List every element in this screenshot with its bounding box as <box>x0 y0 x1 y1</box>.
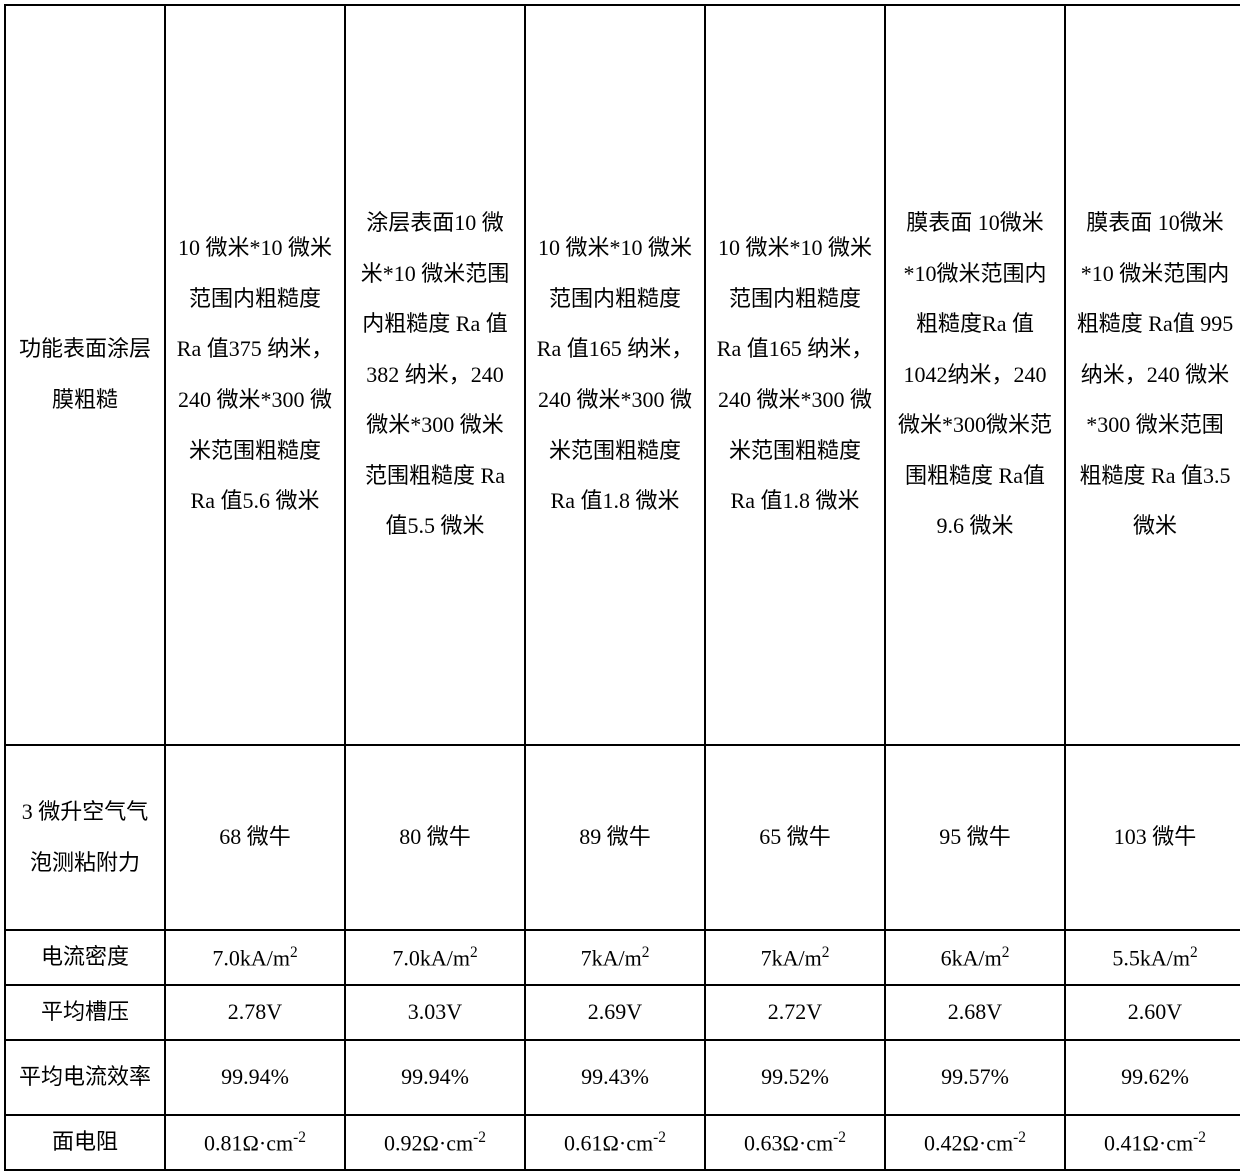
cell-avg-voltage-3: 2.72V <box>705 985 885 1040</box>
cell-avg-voltage-1: 3.03V <box>345 985 525 1040</box>
cell-adhesion-3: 65 微牛 <box>705 745 885 930</box>
cell-avg-efficiency-3: 99.52% <box>705 1040 885 1115</box>
cell-avg-efficiency-5: 99.62% <box>1065 1040 1240 1115</box>
cell-current-density-0: 7.0kA/m2 <box>165 930 345 985</box>
cell-surface-resistance-0: 0.81Ω·cm-2 <box>165 1115 345 1170</box>
cell-roughness-2: 10 微米*10 微米范围内粗糙度 Ra 值165 纳米，240 微米*300 … <box>525 5 705 745</box>
cell-surface-resistance-3: 0.63Ω·cm-2 <box>705 1115 885 1170</box>
cell-surface-resistance-2: 0.61Ω·cm-2 <box>525 1115 705 1170</box>
cell-adhesion-0: 68 微牛 <box>165 745 345 930</box>
row-label-current-density: 电流密度 <box>5 930 165 985</box>
cell-avg-efficiency-2: 99.43% <box>525 1040 705 1115</box>
cell-roughness-4: 膜表面 10微米*10微米范围内粗糙度Ra 值 1042纳米，240微米*300… <box>885 5 1065 745</box>
cell-adhesion-5: 103 微牛 <box>1065 745 1240 930</box>
cell-adhesion-2: 89 微牛 <box>525 745 705 930</box>
row-label-roughness: 功能表面涂层膜粗糙 <box>5 5 165 745</box>
cell-current-density-2: 7kA/m2 <box>525 930 705 985</box>
cell-roughness-0: 10 微米*10 微米范围内粗糙度 Ra 值375 纳米，240 微米*300 … <box>165 5 345 745</box>
cell-current-density-4: 6kA/m2 <box>885 930 1065 985</box>
cell-avg-efficiency-1: 99.94% <box>345 1040 525 1115</box>
cell-roughness-5: 膜表面 10微米*10 微米范围内粗糙度 Ra值 995 纳米，240 微米*3… <box>1065 5 1240 745</box>
cell-roughness-1: 涂层表面10 微米*10 微米范围内粗糙度 Ra 值382 纳米，240 微米*… <box>345 5 525 745</box>
cell-avg-voltage-4: 2.68V <box>885 985 1065 1040</box>
table-row: 功能表面涂层膜粗糙 10 微米*10 微米范围内粗糙度 Ra 值375 纳米，2… <box>5 5 1240 745</box>
cell-avg-efficiency-4: 99.57% <box>885 1040 1065 1115</box>
table-row: 平均槽压 2.78V 3.03V 2.69V 2.72V 2.68V 2.60V <box>5 985 1240 1040</box>
data-table: 功能表面涂层膜粗糙 10 微米*10 微米范围内粗糙度 Ra 值375 纳米，2… <box>4 4 1240 1171</box>
cell-surface-resistance-1: 0.92Ω·cm-2 <box>345 1115 525 1170</box>
row-label-adhesion: 3 微升空气气泡测粘附力 <box>5 745 165 930</box>
cell-surface-resistance-5: 0.41Ω·cm-2 <box>1065 1115 1240 1170</box>
row-label-avg-efficiency: 平均电流效率 <box>5 1040 165 1115</box>
cell-avg-voltage-5: 2.60V <box>1065 985 1240 1040</box>
cell-avg-voltage-0: 2.78V <box>165 985 345 1040</box>
row-label-avg-voltage: 平均槽压 <box>5 985 165 1040</box>
table-row: 3 微升空气气泡测粘附力 68 微牛 80 微牛 89 微牛 65 微牛 95 … <box>5 745 1240 930</box>
table-row: 面电阻 0.81Ω·cm-2 0.92Ω·cm-2 0.61Ω·cm-2 0.6… <box>5 1115 1240 1170</box>
cell-adhesion-4: 95 微牛 <box>885 745 1065 930</box>
cell-roughness-3: 10 微米*10 微米范围内粗糙度 Ra 值165 纳米，240 微米*300 … <box>705 5 885 745</box>
cell-adhesion-1: 80 微牛 <box>345 745 525 930</box>
cell-surface-resistance-4: 0.42Ω·cm-2 <box>885 1115 1065 1170</box>
table-row: 电流密度 7.0kA/m2 7.0kA/m2 7kA/m2 7kA/m2 6kA… <box>5 930 1240 985</box>
cell-current-density-1: 7.0kA/m2 <box>345 930 525 985</box>
cell-current-density-3: 7kA/m2 <box>705 930 885 985</box>
table-row: 平均电流效率 99.94% 99.94% 99.43% 99.52% 99.57… <box>5 1040 1240 1115</box>
cell-avg-voltage-2: 2.69V <box>525 985 705 1040</box>
cell-avg-efficiency-0: 99.94% <box>165 1040 345 1115</box>
row-label-surface-resistance: 面电阻 <box>5 1115 165 1170</box>
cell-current-density-5: 5.5kA/m2 <box>1065 930 1240 985</box>
